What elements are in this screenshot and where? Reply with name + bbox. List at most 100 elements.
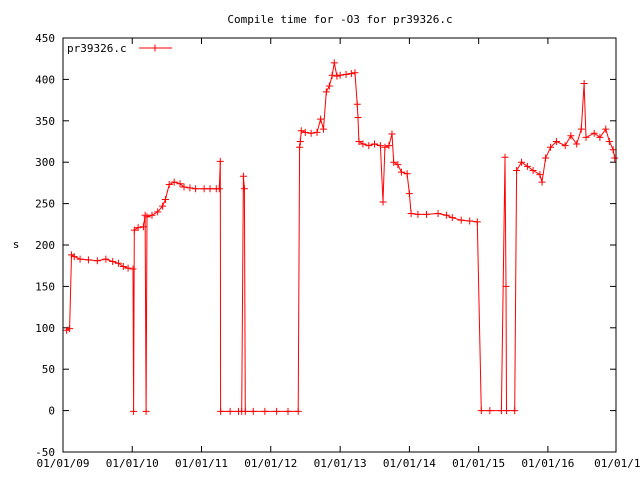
data-point (457, 216, 465, 224)
data-point (353, 100, 361, 108)
data-point (434, 210, 442, 218)
data-point (141, 211, 149, 219)
data-point (129, 265, 137, 273)
x-tick-label: 01/01/15 (452, 457, 505, 470)
data-point (63, 326, 71, 334)
data-point (477, 407, 485, 415)
data-point (538, 178, 546, 186)
data-point (307, 129, 315, 137)
x-tick-label: 01/01/12 (244, 457, 297, 470)
series-line (66, 62, 616, 412)
data-point (536, 171, 544, 179)
data-point (76, 255, 84, 263)
data-point (605, 138, 613, 145)
data-point (119, 263, 127, 271)
data-point (351, 69, 359, 77)
series-layer (63, 59, 619, 415)
legend-marker (151, 44, 159, 52)
y-tick-label: 200 (35, 239, 55, 252)
data-point (134, 224, 142, 232)
data-point (319, 125, 327, 133)
data-point (226, 407, 234, 415)
x-tick-label: 01/01/16 (521, 457, 574, 470)
y-tick-label: 100 (35, 322, 55, 335)
data-point (109, 258, 117, 266)
data-point (241, 407, 249, 415)
data-point (394, 161, 402, 169)
y-tick-label: 300 (35, 156, 55, 169)
data-point (359, 140, 367, 148)
y-tick-label: -50 (35, 446, 55, 459)
data-point (529, 166, 537, 174)
data-point (590, 129, 598, 137)
data-point (561, 142, 569, 150)
data-point (93, 257, 101, 265)
data-point (186, 184, 194, 192)
data-point (130, 407, 138, 415)
data-point (611, 154, 619, 162)
data-point (200, 185, 208, 193)
x-tick-label: 01/01/09 (37, 457, 90, 470)
x-tick-label: 01/01/10 (106, 457, 159, 470)
data-point (215, 185, 223, 193)
data-point (217, 407, 225, 415)
data-point (405, 190, 413, 198)
data-point (114, 259, 122, 267)
data-point (486, 407, 494, 415)
data-point (297, 127, 305, 135)
data-point (379, 198, 387, 206)
data-point (240, 185, 248, 193)
data-point (296, 143, 304, 151)
y-tick-label: 250 (35, 198, 55, 211)
data-point (501, 153, 509, 161)
data-point (294, 407, 302, 415)
data-point (192, 185, 200, 193)
data-point (296, 138, 304, 145)
y-tick-label: 450 (35, 32, 55, 45)
data-point (102, 255, 110, 263)
data-point (567, 132, 575, 140)
data-point (388, 130, 396, 138)
data-point (261, 407, 269, 415)
data-point (466, 217, 474, 225)
data-point (165, 181, 173, 189)
y-tick-label: 150 (35, 280, 55, 293)
data-point (414, 210, 422, 218)
y-tick-label: 350 (35, 115, 55, 128)
data-point (354, 113, 362, 121)
data-point (371, 140, 379, 148)
data-point (390, 158, 398, 166)
data-point (176, 180, 184, 188)
data-point (84, 256, 92, 264)
data-point (130, 226, 138, 234)
data-point (70, 253, 78, 261)
data-point (547, 143, 555, 151)
y-axis-label: s (13, 238, 20, 251)
y-tick-label: 400 (35, 73, 55, 86)
data-point (355, 138, 363, 145)
data-point (385, 142, 393, 150)
x-tick-label: 01/01/14 (383, 457, 436, 470)
data-point (442, 211, 450, 219)
data-point (170, 178, 178, 186)
data-point (609, 146, 617, 154)
data-point (161, 195, 169, 203)
data-point (301, 128, 309, 136)
legend: pr39326.c (67, 42, 172, 55)
data-point (143, 213, 151, 221)
data-point (216, 157, 224, 165)
legend-marker-plus (151, 44, 159, 52)
data-point (342, 70, 350, 78)
data-point (249, 407, 257, 415)
data-point (376, 142, 384, 150)
data-point (596, 133, 604, 141)
data-point (239, 172, 247, 180)
data-point (523, 162, 531, 170)
data-point (333, 72, 341, 80)
data-point (148, 211, 156, 219)
data-point (139, 223, 147, 231)
data-point (325, 82, 333, 90)
data-point (313, 128, 321, 136)
data-point (154, 208, 162, 216)
data-point (552, 138, 560, 145)
